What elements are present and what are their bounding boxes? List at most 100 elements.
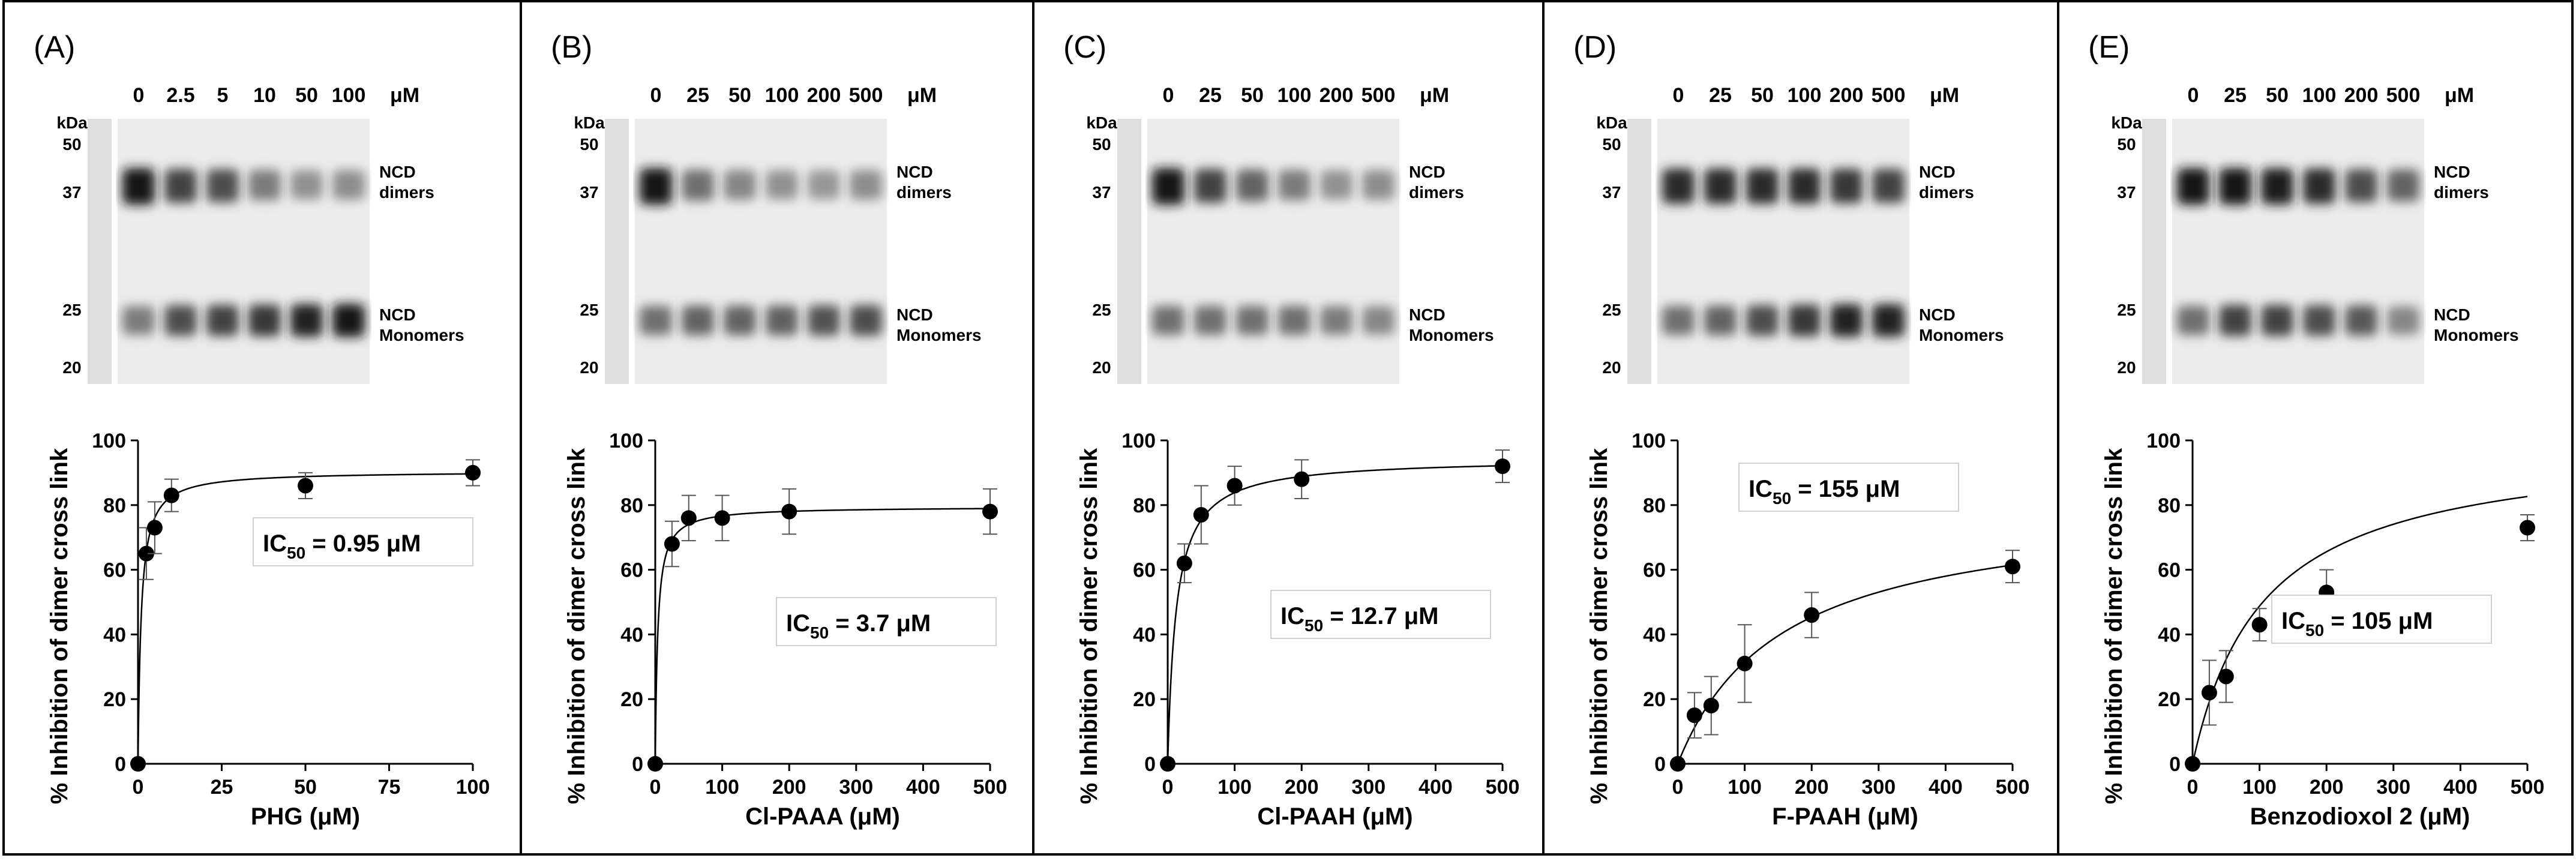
y-tick-label: 0 — [1654, 753, 1666, 776]
ic50-subscript: 50 — [810, 623, 829, 642]
ic50-box — [253, 517, 473, 566]
y-axis-label: % Inhibition of dimer cross link — [1586, 448, 1612, 804]
x-tick-label: 100 — [705, 776, 739, 799]
panel-b: (B) kDa 50 37 25 20 0 25 50 100 200 500 μM NCD dimers N… — [520, 0, 1034, 856]
band-label-dimers-line2: dimers — [2434, 183, 2489, 202]
band-label-monomers-line2: Monomers — [2434, 326, 2519, 344]
monomer-band — [1320, 306, 1353, 335]
marker-label: 37 — [1092, 183, 1111, 202]
dimer-band — [850, 170, 882, 200]
panel-c: (C) kDa 50 37 25 20 0 25 50 100 200 500 μM NCD dimers N… — [1032, 0, 1545, 856]
monomer-band — [1830, 304, 1863, 337]
ic50-annotation: IC50 = 0.95 μM — [253, 517, 473, 566]
x-axis-label: Benzodioxol 2 (μM) — [2250, 803, 2470, 830]
panel-label: (C) — [1063, 30, 1106, 65]
lane-concentration-label: 25 — [2224, 84, 2247, 107]
blot-membrane — [2172, 119, 2424, 384]
marker-label: 50 — [580, 135, 598, 154]
band-label-dimers-line1: NCD — [1409, 163, 1446, 181]
dimer-band — [2219, 168, 2251, 205]
data-point — [1495, 458, 1510, 475]
y-tick-label: 40 — [1133, 623, 1156, 646]
dimer-band — [2261, 168, 2293, 205]
ic50-text: IC50 = 3.7 μM — [786, 610, 931, 642]
blot-membrane — [118, 119, 370, 384]
marker-label: 20 — [1602, 358, 1621, 377]
dimer-band — [2345, 169, 2377, 203]
x-tick-label: 300 — [1861, 776, 1896, 799]
dimer-band — [724, 170, 756, 200]
monomer-band — [1152, 305, 1184, 335]
panel-e: (E) kDa 50 37 25 20 0 25 50 100 200 500 μM NCD dimers N… — [2057, 0, 2574, 856]
data-point — [1737, 655, 1753, 671]
monomer-band — [164, 305, 197, 336]
ic50-prefix: IC — [263, 530, 287, 557]
panel-d: (D) kDa 50 37 25 20 0 25 50 100 200 500 μM NCD dimers N… — [1542, 0, 2059, 856]
data-point — [781, 503, 797, 520]
unit-label: μM — [1930, 84, 1959, 107]
dimer-band — [1662, 168, 1695, 204]
data-point — [2218, 668, 2234, 685]
ic50-text: IC50 = 0.95 μM — [263, 530, 421, 562]
band-label-dimers-line2: dimers — [896, 183, 952, 202]
data-point — [2005, 559, 2020, 575]
fit-curve — [654, 508, 991, 764]
unit-label: μM — [2445, 84, 2474, 107]
marker-label: 20 — [580, 358, 598, 377]
dimer-band — [122, 168, 155, 205]
data-point — [1294, 471, 1310, 487]
dimer-band — [332, 170, 365, 200]
x-tick-label: 200 — [2310, 776, 2344, 799]
ladder-lane — [2142, 119, 2166, 384]
band-label-monomers-line2: Monomers — [1919, 326, 2004, 344]
y-tick-label: 80 — [103, 494, 126, 517]
marker-label: 37 — [1602, 183, 1621, 202]
ic50-annotation: IC50 = 105 μM — [2271, 595, 2492, 644]
data-point — [298, 478, 313, 494]
dimer-band — [2177, 168, 2209, 205]
kda-label: kDa — [2111, 113, 2142, 132]
x-tick-label: 75 — [378, 776, 401, 799]
ladder-lane — [605, 119, 629, 384]
data-point — [465, 464, 481, 481]
monomer-band — [808, 305, 840, 336]
y-tick-label: 60 — [2158, 559, 2181, 582]
kda-label: kDa — [56, 113, 88, 132]
dimer-band — [766, 170, 798, 200]
lane-concentration-label: 5 — [217, 84, 229, 107]
dimer-band — [1194, 169, 1226, 203]
ic50-value: = 155 μM — [1791, 476, 1900, 502]
lane-concentration-label: 200 — [807, 84, 841, 107]
dimer-band — [682, 169, 714, 201]
monomer-band — [2345, 305, 2377, 336]
x-axis-label: Cl-PAAH (μM) — [1257, 803, 1413, 830]
y-tick-label: 0 — [632, 753, 643, 776]
lane-concentration-label: 10 — [253, 84, 276, 107]
data-point — [146, 520, 163, 536]
lane-concentration-label: 50 — [2266, 84, 2289, 107]
ic50-prefix: IC — [1280, 603, 1305, 629]
unit-label: μM — [390, 84, 419, 107]
monomer-band — [1278, 305, 1311, 335]
lane-concentration-label: 100 — [2302, 84, 2337, 107]
x-tick-label: 400 — [2443, 776, 2478, 799]
data-point — [2185, 756, 2200, 772]
panel-label: (D) — [1573, 30, 1617, 65]
monomer-band — [1362, 306, 1395, 335]
ic50-subscript: 50 — [1773, 489, 1791, 508]
lane-concentration-label: 25 — [1199, 84, 1222, 107]
panel-a: (A) kDa 50 37 25 20 0 2.5 5 10 50 100 μM NCD dimers NCD… — [2, 0, 522, 856]
blot-membrane — [1657, 119, 1909, 384]
x-tick-label: 100 — [456, 776, 490, 799]
band-label-monomers-line2: Monomers — [1409, 326, 1494, 344]
x-tick-label: 400 — [906, 776, 940, 799]
lane-concentration-label: 200 — [2344, 84, 2379, 107]
monomer-band — [2387, 306, 2419, 335]
fit-curve — [1166, 465, 1503, 764]
dimer-band — [1152, 168, 1184, 205]
fit-curve — [137, 473, 473, 764]
fit-curve — [1677, 564, 2013, 764]
